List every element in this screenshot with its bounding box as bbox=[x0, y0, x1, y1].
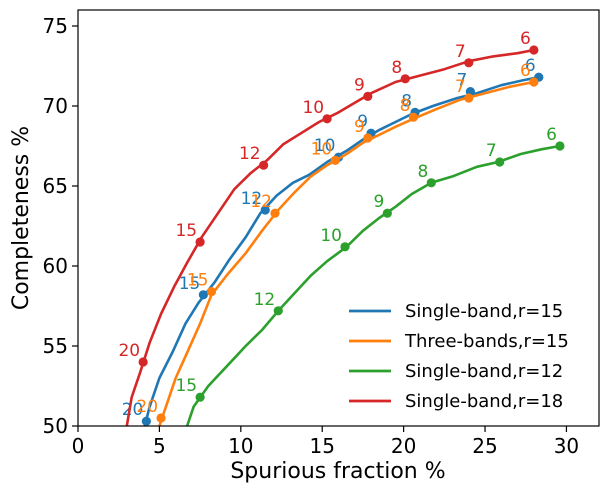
data-point bbox=[464, 93, 474, 103]
data-point bbox=[426, 178, 436, 188]
y-tick-label: 55 bbox=[43, 334, 68, 358]
axes-frame bbox=[77, 9, 600, 427]
point-label: 6 bbox=[520, 61, 531, 81]
point-label: 12 bbox=[241, 189, 263, 209]
data-point bbox=[464, 58, 474, 68]
data-point bbox=[363, 133, 373, 143]
data-point bbox=[270, 208, 280, 218]
point-label: 15 bbox=[175, 221, 197, 241]
data-point bbox=[156, 413, 166, 423]
data-point bbox=[330, 155, 340, 165]
data-point bbox=[340, 242, 350, 252]
data-point bbox=[555, 141, 565, 151]
y-axis-label: Completeness % bbox=[9, 126, 34, 310]
data-point bbox=[195, 392, 205, 402]
y-tick-label: 50 bbox=[43, 414, 68, 438]
y-tick-label: 70 bbox=[43, 94, 68, 118]
data-point bbox=[322, 114, 332, 124]
data-point bbox=[141, 416, 151, 426]
legend-entry: Single-band,r=15 bbox=[405, 301, 563, 322]
point-label: 10 bbox=[320, 226, 342, 246]
data-point bbox=[260, 205, 270, 215]
point-label: 15 bbox=[187, 271, 209, 291]
plot-area: 6789101215206789101215206789101215678910… bbox=[118, 29, 565, 426]
data-point bbox=[273, 306, 283, 316]
point-label: 8 bbox=[400, 96, 411, 116]
point-label: 15 bbox=[175, 376, 197, 396]
point-label: 15 bbox=[179, 274, 201, 294]
axis-ticks: 0 5 10 15 20 25 30 50 55 60 65 70 75 bbox=[43, 14, 580, 458]
y-tick-label: 65 bbox=[43, 174, 68, 198]
data-point bbox=[529, 45, 539, 55]
x-axis-label: Spurious fraction % bbox=[230, 459, 445, 484]
point-label: 8 bbox=[417, 162, 428, 182]
data-point bbox=[138, 357, 148, 367]
series-line bbox=[143, 75, 540, 426]
point-label: 10 bbox=[314, 136, 336, 156]
point-label: 6 bbox=[546, 125, 557, 145]
x-tick-label: 0 bbox=[72, 434, 85, 458]
legend: Single-band,r=15 Three-bands,r=15 Single-b… bbox=[338, 289, 588, 414]
point-label: 6 bbox=[525, 56, 536, 76]
point-label: 9 bbox=[354, 75, 365, 95]
legend-entry: Single-band,r=12 bbox=[405, 361, 563, 382]
series-group bbox=[156, 77, 539, 426]
point-label: 8 bbox=[401, 91, 412, 111]
point-label: 9 bbox=[357, 112, 368, 132]
x-tick-label: 5 bbox=[153, 434, 166, 458]
legend-entry: Single-band,r=18 bbox=[405, 391, 563, 412]
point-label: 9 bbox=[374, 192, 385, 212]
data-point bbox=[259, 160, 269, 170]
point-label: 20 bbox=[136, 397, 158, 417]
point-label: 10 bbox=[311, 139, 333, 159]
series-group bbox=[185, 141, 565, 426]
legend-entry: Three-bands,r=15 bbox=[404, 331, 569, 352]
data-point bbox=[495, 157, 505, 167]
x-tick-label: 30 bbox=[554, 434, 579, 458]
data-point bbox=[400, 74, 410, 84]
data-point bbox=[408, 112, 418, 122]
x-tick-label: 20 bbox=[391, 434, 416, 458]
x-tick-label: 15 bbox=[309, 434, 334, 458]
point-label: 8 bbox=[391, 58, 402, 78]
point-label: 20 bbox=[122, 400, 144, 420]
data-point bbox=[195, 237, 205, 247]
series-line bbox=[125, 48, 535, 426]
data-point bbox=[206, 287, 217, 297]
series-line bbox=[158, 80, 535, 426]
x-tick-label: 10 bbox=[228, 434, 253, 458]
data-point bbox=[363, 91, 373, 101]
y-tick-label: 75 bbox=[43, 14, 68, 38]
point-label: 12 bbox=[250, 192, 272, 212]
y-tick-label: 60 bbox=[43, 254, 68, 278]
series-line bbox=[185, 144, 561, 426]
series-group bbox=[125, 45, 539, 426]
point-label: 10 bbox=[302, 98, 324, 118]
x-tick-label: 25 bbox=[472, 434, 497, 458]
series-group bbox=[141, 72, 544, 426]
data-point bbox=[529, 77, 539, 87]
point-label: 12 bbox=[254, 290, 276, 310]
point-label: 12 bbox=[239, 144, 261, 164]
data-point bbox=[198, 290, 208, 300]
point-label: 7 bbox=[486, 141, 497, 161]
data-point bbox=[382, 208, 392, 218]
point-label: 7 bbox=[455, 42, 466, 62]
point-label: 6 bbox=[520, 29, 531, 49]
point-label: 7 bbox=[457, 71, 468, 91]
point-label: 9 bbox=[354, 117, 365, 137]
point-label: 20 bbox=[118, 341, 140, 361]
point-label: 7 bbox=[455, 77, 466, 97]
